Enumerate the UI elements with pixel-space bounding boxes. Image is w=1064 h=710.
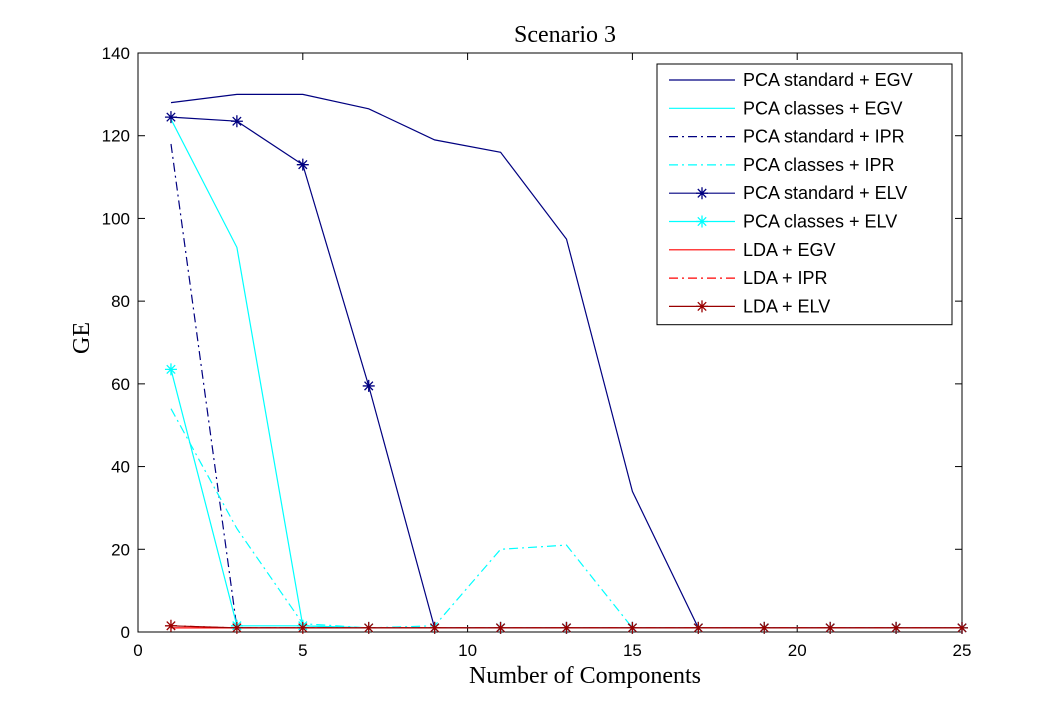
legend-label: PCA classes + EGV xyxy=(743,98,903,118)
y-tick-label: 100 xyxy=(102,209,130,228)
series-9-point xyxy=(230,621,243,634)
y-tick-label: 120 xyxy=(102,127,130,146)
series-9-point xyxy=(428,621,441,634)
x-tick-label: 15 xyxy=(623,641,642,660)
x-tick-label: 20 xyxy=(788,641,807,660)
series-9-point xyxy=(362,621,375,634)
legend-marker xyxy=(696,300,708,313)
series-5-point xyxy=(296,158,309,171)
x-tick-label: 5 xyxy=(298,641,307,660)
series-5-point xyxy=(164,111,177,124)
legend-box xyxy=(656,63,953,326)
series-5-point xyxy=(362,379,375,392)
x-tick-label: 10 xyxy=(458,641,477,660)
series-9-point xyxy=(494,621,507,634)
legend-marker xyxy=(696,215,708,228)
legend-marker xyxy=(696,187,708,200)
series-5-point xyxy=(230,115,243,128)
series-9-point xyxy=(560,621,573,634)
series-9-point xyxy=(626,621,639,634)
y-tick-label: 20 xyxy=(111,540,130,559)
y-tick-label: 140 xyxy=(102,44,130,63)
legend-label: LDA + EGV xyxy=(743,240,836,260)
x-tick-label: 25 xyxy=(953,641,972,660)
legend-label: PCA standard + IPR xyxy=(743,127,905,147)
y-axis-label: GE xyxy=(69,322,95,354)
series-9-point xyxy=(956,621,968,634)
series-9-point xyxy=(890,621,903,634)
legend-label: PCA classes + ELV xyxy=(743,212,897,232)
series-9-point xyxy=(692,621,705,634)
series-9-point xyxy=(758,621,771,634)
legend-label: LDA + ELV xyxy=(743,296,830,316)
series-9-point xyxy=(824,621,837,634)
series-9-point xyxy=(164,619,177,632)
y-tick-label: 60 xyxy=(111,375,130,394)
series-6-point xyxy=(164,363,177,376)
legend-label: PCA classes + IPR xyxy=(743,155,895,175)
legend-label: PCA standard + ELV xyxy=(743,183,907,203)
legend-label: LDA + IPR xyxy=(743,268,828,288)
y-tick-label: 0 xyxy=(121,623,130,642)
x-axis-label: Number of Components xyxy=(469,663,701,689)
x-tick-label: 0 xyxy=(133,641,142,660)
y-tick-label: 40 xyxy=(111,458,130,477)
series-9-point xyxy=(296,621,309,634)
legend-label: PCA standard + EGV xyxy=(743,70,913,90)
y-tick-label: 80 xyxy=(111,292,130,311)
chart-title: Scenario 3 xyxy=(514,22,616,48)
